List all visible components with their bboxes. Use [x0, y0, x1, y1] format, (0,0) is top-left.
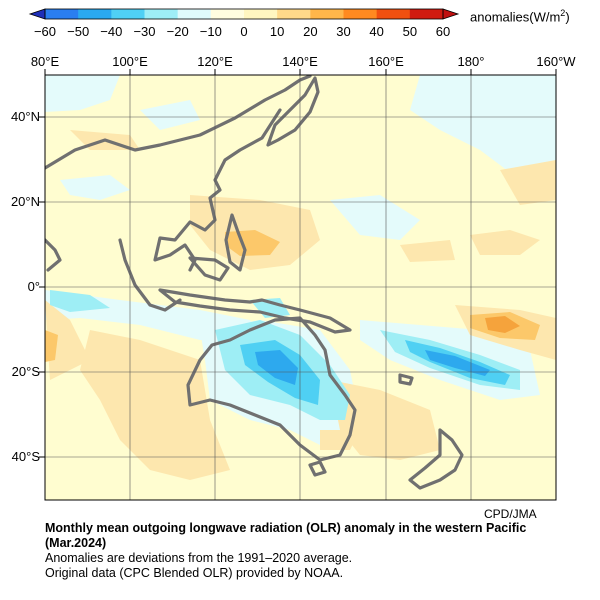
india-coast: [45, 238, 62, 272]
colorbar-cell: [210, 9, 245, 19]
caption-line-2: Anomalies are deviations from the 1991–2…: [45, 551, 353, 565]
lon-label-180: 180°: [457, 54, 485, 69]
colorbar-cell: [177, 9, 212, 19]
colorbar-cell: [111, 9, 145, 19]
colorbar-cell: [376, 9, 411, 19]
lon-label-140e: 140°E: [282, 54, 318, 69]
lat-label-40n: 40°N: [10, 109, 40, 124]
colorbar-cell: [244, 9, 278, 19]
colorbar-tick-label: 30: [336, 24, 351, 39]
new-zealand-coast: [408, 428, 464, 490]
colorbar: [28, 8, 460, 20]
lon-label-160w: 160°W: [536, 54, 576, 69]
lon-label-80e: 80°E: [30, 54, 60, 69]
china-coast: [153, 108, 282, 272]
colorbar-tick-label: −10: [199, 24, 222, 39]
tasmania-coast: [308, 460, 327, 477]
caption-line-3: Original data (CPC Blended OLR) provided…: [45, 566, 344, 580]
strong-positive-anomaly-areas: [485, 316, 520, 333]
colorbar-tick-label: 40: [369, 24, 384, 39]
colorbar-cells: [45, 9, 444, 19]
colorbar-tick-label: −20: [166, 24, 189, 39]
japan-coast: [266, 76, 320, 147]
colorbar-tick-label: 20: [303, 24, 318, 39]
colorbar-tick-label: −30: [133, 24, 156, 39]
colorbar-cell: [78, 9, 112, 19]
coastlines: [45, 75, 464, 490]
lon-label-120e: 120°E: [197, 54, 233, 69]
lat-label-20n: 20°N: [10, 194, 40, 209]
colorbar-tick-label: 10: [269, 24, 285, 39]
axis-ticks: [39, 69, 557, 458]
borneo-coast: [188, 256, 230, 282]
graticule: [45, 75, 556, 500]
colorbar-tick-label: 50: [402, 24, 418, 39]
caption-title: Monthly mean outgoing longwave radiation…: [45, 521, 527, 550]
colorbar-cell: [343, 9, 378, 19]
indochina-coast: [118, 238, 182, 312]
colorbar-cell: [310, 9, 344, 19]
colorbar-tick-label: −60: [33, 24, 57, 39]
lat-label-20s: 20°S: [11, 364, 40, 379]
colorbar-units: anomalies(W/m2): [470, 8, 570, 25]
indonesia-coast: [158, 288, 352, 334]
caption: Monthly mean outgoing longwave radiation…: [45, 521, 590, 581]
fiji-coast: [398, 373, 414, 386]
colorbar-frame: [44, 8, 444, 20]
credit: CPD/JMA: [484, 507, 537, 521]
lat-label-40s: 40°S: [11, 449, 40, 464]
asia-coast: [45, 75, 312, 170]
colorbar-cell: [409, 9, 444, 19]
colorbar-cell: [277, 9, 311, 19]
colorbar-tick-label: −50: [67, 24, 90, 39]
australia-coast: [186, 316, 357, 462]
lon-label-160e: 160°E: [368, 54, 404, 69]
philippines-coast: [224, 213, 247, 272]
strong-negative-anomaly-areas: [255, 350, 490, 385]
colorbar-cell: [144, 9, 179, 19]
lon-label-100e: 100°E: [112, 54, 148, 69]
colorbar-cell: [45, 9, 79, 19]
colorbar-tick-label: 0: [240, 24, 248, 39]
lat-label-0: 0°: [27, 279, 40, 294]
colorbar-tick-label: 60: [435, 24, 451, 39]
colorbar-tick-label: −40: [100, 24, 123, 39]
